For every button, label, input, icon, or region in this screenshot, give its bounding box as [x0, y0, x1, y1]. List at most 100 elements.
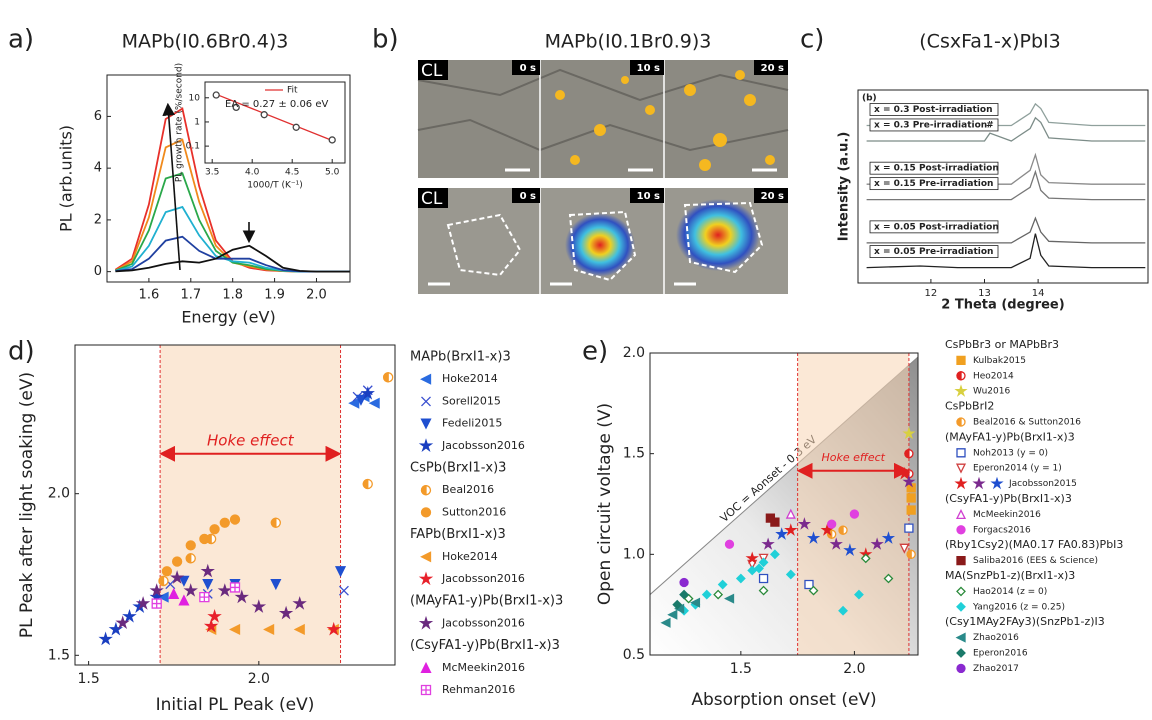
marker-shape [171, 556, 183, 567]
marker-shape [838, 525, 844, 535]
trace-label-box [869, 177, 999, 191]
marker-shape [334, 566, 347, 578]
x-axis-label: 1000/T (K⁻¹) [247, 181, 303, 191]
y-tick-label: 2 [94, 212, 102, 227]
marker-shape [355, 394, 367, 406]
marker-shape [270, 579, 282, 591]
legend-label: Sorell2015 [442, 394, 501, 407]
y-tick-label: 2.0 [48, 486, 70, 502]
data-point [420, 507, 432, 518]
legend-label: Beal2016 [442, 483, 494, 496]
legend-label: Jacobsson2016 [441, 439, 525, 452]
frame-label: CL [421, 189, 443, 209]
data-point [292, 123, 300, 131]
marker-shape [956, 371, 962, 381]
micrograph-row [417, 60, 789, 294]
legend-group-title: (MAyFA1-y)Pb(BrxI1-x)3 [410, 594, 563, 609]
marker-shape [360, 385, 375, 400]
y-tick-label: 1.5 [623, 446, 645, 462]
data-line [866, 116, 1146, 142]
marker-shape [808, 585, 819, 596]
marker-shape [168, 587, 180, 600]
marker-shape [185, 553, 192, 564]
x-axis-label: Initial PL Peak (eV) [156, 695, 315, 715]
legend-label: Jacobsson2016 [441, 572, 525, 585]
marker-shape [870, 537, 884, 550]
data-point [420, 684, 432, 696]
data-point [270, 579, 282, 591]
marker-shape [717, 579, 728, 590]
data-point [701, 589, 712, 600]
data-point [667, 609, 678, 620]
data-point [420, 551, 432, 563]
x-tick-label: 12 [925, 288, 938, 299]
data-point [171, 556, 183, 567]
marker-shape [820, 523, 834, 536]
data-point [713, 589, 724, 600]
data-point [838, 605, 848, 616]
data-point [906, 549, 916, 559]
marker-shape [956, 448, 966, 458]
data-point [954, 476, 968, 490]
data-point [860, 553, 871, 564]
data-point [797, 517, 812, 530]
marker-shape [278, 605, 294, 620]
data-point [806, 531, 821, 544]
data-point [326, 621, 341, 636]
marker-shape [713, 589, 724, 600]
marker-shape [420, 507, 432, 518]
legend-label: Saliba2016 (EES & Science) [973, 556, 1098, 566]
marker-shape [860, 553, 871, 564]
data-point [229, 623, 241, 635]
data-line [115, 244, 350, 273]
legend-group-title: (CsyFA1-y)Pb(BrxI1-x)3 [410, 638, 560, 653]
marker-shape [724, 539, 735, 549]
legend-group-title: CsPbBr3 or MAPbBr3 [945, 338, 1059, 351]
x-tick-label: 14 [1032, 288, 1045, 299]
marker-shape [955, 632, 966, 643]
data-point [234, 589, 249, 604]
data-point [769, 549, 780, 560]
marker-shape [881, 531, 896, 544]
panel-title: MAPb(I0.1Br0.9)3 [545, 31, 712, 53]
marker-shape [178, 575, 190, 587]
x-tick-label: 3.5 [205, 168, 219, 178]
data-point [843, 543, 857, 556]
marker-shape [328, 136, 336, 144]
shift-arrow [162, 102, 181, 271]
data-point [207, 608, 222, 623]
trace-label: x = 0.3 Pre-irradiation [874, 120, 987, 130]
legend-label: Hoke2014 [442, 550, 498, 563]
data-point [955, 508, 967, 520]
marker-shape [724, 593, 735, 604]
marker-shape [838, 605, 848, 616]
data-point [956, 355, 966, 366]
data-point [761, 537, 775, 550]
marker-shape [161, 566, 173, 577]
data-point [956, 601, 966, 612]
marker-shape [169, 570, 185, 584]
marker-shape [679, 589, 689, 600]
legend-group-title: CsPb(BrxI1-x)3 [410, 461, 506, 476]
data-point [660, 617, 671, 628]
data-point [251, 599, 267, 613]
data-point [954, 384, 968, 397]
data-point [151, 598, 162, 609]
marker-shape [956, 586, 966, 597]
data-point [672, 599, 683, 610]
panel-tag: (b) [862, 94, 877, 104]
data-point [122, 608, 137, 623]
marker-shape [906, 493, 916, 503]
marker-shape [217, 583, 232, 597]
marker-shape [251, 599, 267, 613]
data-point [745, 551, 759, 564]
legend-group-title: (MAyFA1-y)Pb(BrxI1-x)3 [945, 430, 1075, 443]
time-label: 0 s [520, 191, 536, 202]
legend-label: Rehman2016 [442, 683, 515, 696]
data-point [724, 539, 735, 549]
data-point [200, 563, 215, 578]
legend-group-title: (Csy1MAy2FAy3)(SnzPb1-z)I3 [945, 615, 1105, 628]
marker-shape [806, 531, 821, 544]
data-point [808, 585, 819, 596]
marker-shape [418, 571, 434, 586]
